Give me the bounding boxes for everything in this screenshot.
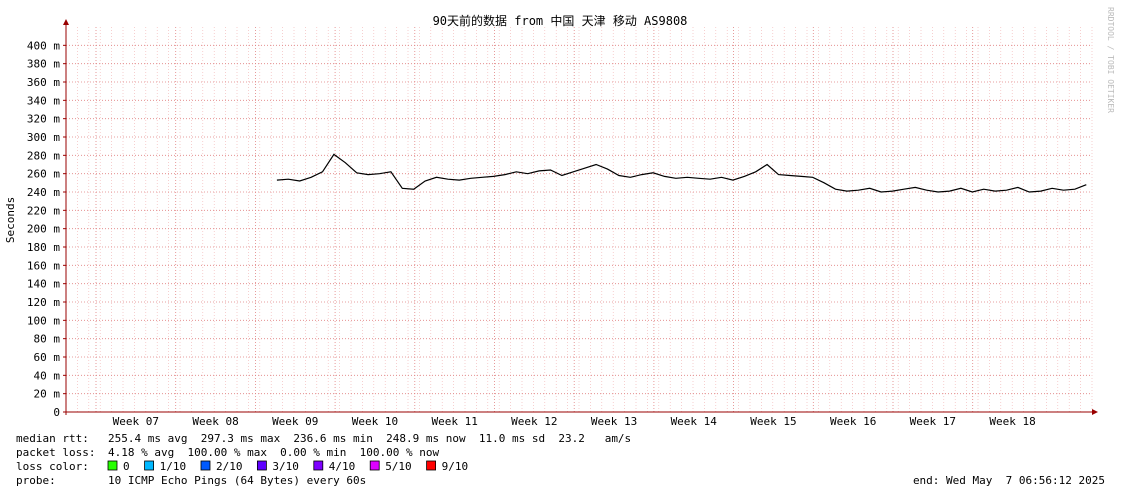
y-tick-label: 60 m: [34, 351, 61, 364]
x-tick-label: Week 11: [431, 415, 477, 428]
legend-label: 5/10: [385, 460, 412, 473]
y-tick-label: 120 m: [27, 296, 60, 309]
x-tick-label: Week 07: [113, 415, 159, 428]
series-line: [276, 153, 1087, 193]
x-tick-label: Week 18: [989, 415, 1035, 428]
x-tick-label: Week 15: [750, 415, 796, 428]
legend-label: 0: [123, 460, 130, 473]
y-tick-label: 20 m: [34, 388, 61, 401]
x-tick-label: Week 10: [352, 415, 398, 428]
probe-label: probe:: [16, 474, 56, 487]
legend-label: 9/10: [442, 460, 469, 473]
y-tick-label: 180 m: [27, 241, 60, 254]
legend-swatch: [313, 460, 324, 471]
y-tick-label: 240 m: [27, 186, 60, 199]
x-tick-label: Week 08: [192, 415, 238, 428]
y-tick-label: 300 m: [27, 131, 60, 144]
y-tick-label: 360 m: [27, 76, 60, 89]
end-time: end: Wed May 7 06:56:12 2025: [913, 474, 1105, 487]
stats-text: 4.18 % avg 100.00 % max 0.00 % min 100.0…: [108, 446, 440, 459]
legend-label: 3/10: [272, 460, 299, 473]
legend-swatch: [107, 460, 118, 471]
y-tick-label: 280 m: [27, 149, 60, 162]
y-tick-label: 160 m: [27, 259, 60, 272]
chart-title: 90天前的数据 from 中国 天津 移动 AS9808: [433, 13, 688, 28]
y-tick-label: 100 m: [27, 314, 60, 327]
y-tick-label: 320 m: [27, 113, 60, 126]
legend-label: loss color:: [16, 460, 89, 473]
legend-label: 2/10: [216, 460, 243, 473]
y-tick-label: 0: [53, 406, 60, 419]
axis-arrow: [1092, 409, 1098, 415]
legend-swatch: [200, 460, 211, 471]
legend-label: 4/10: [329, 460, 356, 473]
axis-arrow: [63, 19, 69, 25]
side-note: RRDTOOL / TOBI OETIKER: [1106, 7, 1115, 113]
y-tick-label: 340 m: [27, 94, 60, 107]
legend-swatch: [426, 460, 437, 471]
y-tick-label: 220 m: [27, 204, 60, 217]
y-tick-label: 380 m: [27, 58, 60, 71]
x-tick-label: Week 17: [910, 415, 956, 428]
x-tick-label: Week 09: [272, 415, 318, 428]
y-tick-label: 400 m: [27, 39, 60, 52]
y-tick-label: 80 m: [34, 333, 61, 346]
y-tick-label: 140 m: [27, 278, 60, 291]
y-axis-label: Seconds: [4, 197, 17, 243]
stats-text: 255.4 ms avg 297.3 ms max 236.6 ms min 2…: [108, 432, 631, 445]
legend-swatch: [144, 460, 155, 471]
legend-swatch: [256, 460, 267, 471]
x-tick-label: Week 14: [671, 415, 718, 428]
stats-label: packet loss:: [16, 446, 95, 459]
x-tick-label: Week 12: [511, 415, 557, 428]
x-tick-label: Week 16: [830, 415, 876, 428]
y-tick-label: 200 m: [27, 223, 60, 236]
legend-swatch: [369, 460, 380, 471]
y-tick-label: 40 m: [34, 369, 61, 382]
stats-label: median rtt:: [16, 432, 89, 445]
y-tick-label: 260 m: [27, 168, 60, 181]
x-tick-label: Week 13: [591, 415, 637, 428]
probe-text: 10 ICMP Echo Pings (64 Bytes) every 60s: [108, 474, 366, 487]
legend-label: 1/10: [160, 460, 187, 473]
